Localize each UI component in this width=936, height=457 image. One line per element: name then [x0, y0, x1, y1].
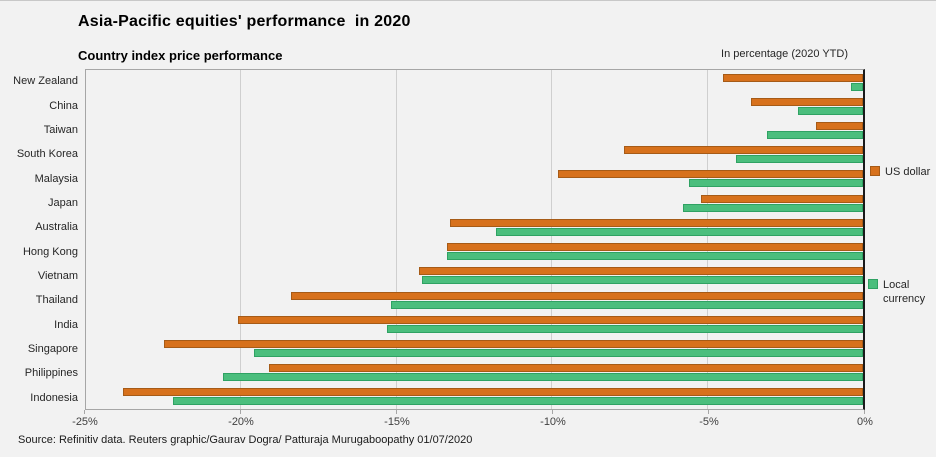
y-axis-label: Vietnam — [37, 270, 78, 283]
local-currency-bar — [253, 349, 863, 358]
x-axis-tick-label: -25% — [72, 416, 98, 428]
y-axis-label: China — [49, 99, 78, 112]
legend-item-us-dollar: US dollar — [870, 165, 936, 179]
bar-row-philippines — [86, 361, 863, 385]
plot-area — [85, 69, 865, 410]
us-dollar-bar — [238, 315, 863, 324]
local-currency-bar — [682, 203, 863, 212]
gridline — [706, 70, 708, 409]
y-axis-label: Singapore — [27, 343, 78, 356]
y-axis-label: India — [54, 318, 78, 331]
local-currency-bar — [387, 324, 863, 333]
gridline — [551, 70, 553, 409]
x-axis-tick-label: 0% — [857, 416, 873, 428]
x-axis-tick — [240, 410, 241, 414]
y-axis-label: Australia — [35, 221, 78, 234]
us-dollar-bar — [446, 243, 863, 252]
legend-label-local-currency: Local currency — [883, 279, 926, 305]
us-dollar-bar — [623, 146, 863, 155]
local-currency-bar — [850, 82, 863, 91]
local-currency-bar — [797, 106, 863, 115]
bar-row-hong-kong — [86, 240, 863, 264]
bar-row-taiwan — [86, 118, 863, 142]
bar-row-singapore — [86, 336, 863, 360]
bar-row-south-korea — [86, 143, 863, 167]
bar-row-india — [86, 312, 863, 336]
us-dollar-bar — [751, 97, 863, 106]
us-dollar-bar — [701, 194, 863, 203]
y-axis-label: Thailand — [35, 294, 78, 307]
bar-row-vietnam — [86, 264, 863, 288]
bar-row-japan — [86, 191, 863, 215]
x-axis-ticks — [84, 410, 865, 415]
bar-row-australia — [86, 215, 863, 239]
local-currency-bar — [688, 179, 863, 188]
local-currency-bar — [390, 300, 863, 309]
us-dollar-bar — [558, 170, 863, 179]
page-title: Asia-Pacific equities' performance in 20… — [78, 13, 411, 30]
local-currency-bar — [222, 373, 863, 382]
us-dollar-bar — [123, 388, 863, 397]
us-dollar-bar — [723, 73, 863, 82]
bar-row-china — [86, 94, 863, 118]
gridline — [395, 70, 397, 409]
bar-rows — [86, 70, 863, 409]
us-dollar-bar — [449, 218, 863, 227]
legend-item-local-currency: Local currency — [868, 278, 935, 306]
us-dollar-bar — [269, 364, 863, 373]
legend-label-us-dollar: US dollar — [885, 166, 931, 178]
local-currency-swatch-icon — [868, 279, 878, 289]
us-dollar-bar — [418, 267, 863, 276]
y-axis-label: Malaysia — [34, 172, 78, 185]
bar-row-new-zealand — [86, 70, 863, 94]
bar-row-thailand — [86, 288, 863, 312]
y-axis-label: Taiwan — [43, 123, 78, 136]
unit-note: In percentage (2020 YTD) — [721, 48, 848, 60]
local-currency-bar — [173, 397, 863, 406]
bar-row-malaysia — [86, 167, 863, 191]
us-dollar-bar — [816, 122, 863, 131]
x-axis-labels: -25% -20% -15% -10% -5% 0% — [72, 416, 873, 430]
y-axis-label: South Korea — [16, 148, 78, 161]
local-currency-bar — [446, 252, 863, 261]
chart-subtitle: Country index price performance — [78, 48, 283, 63]
x-axis-tick — [708, 410, 709, 414]
us-dollar-swatch-icon — [870, 166, 880, 176]
y-axis-label: New Zealand — [13, 75, 78, 88]
x-axis-tick-label: -5% — [699, 416, 719, 428]
us-dollar-bar — [163, 340, 863, 349]
y-axis-label: Japan — [48, 196, 78, 209]
gridline — [240, 70, 242, 409]
local-currency-bar — [496, 227, 863, 236]
x-axis-tick-label: -15% — [384, 416, 410, 428]
y-axis-labels: New Zealand China Taiwan South Korea Malaysi… — [0, 69, 78, 410]
x-axis-tick — [84, 410, 85, 414]
x-axis-tick — [552, 410, 553, 414]
y-axis-label: Hong Kong — [22, 245, 78, 258]
x-axis-tick — [864, 410, 865, 414]
local-currency-bar — [421, 276, 863, 285]
local-currency-bar — [735, 155, 863, 164]
x-axis-tick — [396, 410, 397, 414]
bar-row-indonesia — [86, 385, 863, 409]
y-axis-label: Philippines — [24, 367, 78, 380]
x-axis-tick-label: -10% — [540, 416, 566, 428]
y-axis-label: Indonesia — [30, 391, 78, 404]
x-axis-tick-label: -20% — [228, 416, 254, 428]
us-dollar-bar — [291, 291, 863, 300]
local-currency-bar — [766, 131, 863, 140]
source-credit: Source: Refinitiv data. Reuters graphic/… — [18, 434, 473, 446]
